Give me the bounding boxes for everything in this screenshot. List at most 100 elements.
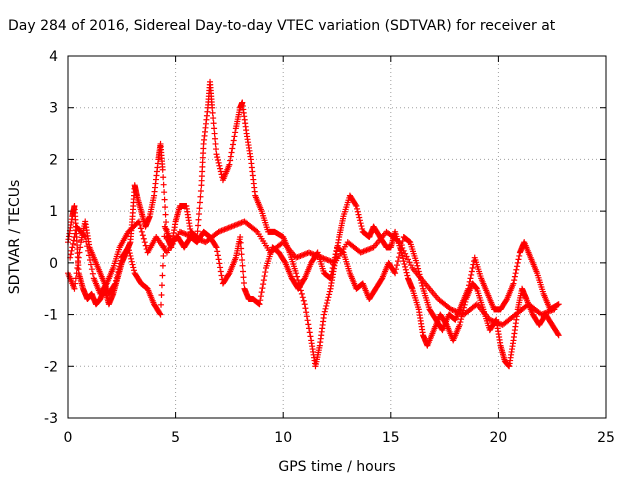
data-point-marker — [458, 316, 465, 323]
data-point-marker — [354, 205, 361, 212]
data-point-marker — [70, 240, 77, 247]
data-point-marker — [85, 247, 92, 254]
data-point-marker — [323, 302, 330, 309]
data-point-marker — [511, 273, 518, 280]
data-point-marker — [214, 248, 221, 255]
data-point-marker — [70, 237, 77, 244]
data-point-marker — [356, 217, 363, 224]
data-point-marker — [468, 271, 475, 278]
data-point-marker — [321, 308, 328, 315]
data-point-marker — [465, 282, 472, 289]
data-point-marker — [159, 272, 166, 279]
data-point-marker — [210, 115, 217, 122]
data-point-marker — [305, 321, 312, 328]
data-point-marker — [210, 120, 217, 127]
data-point-marker — [218, 272, 225, 279]
data-point-marker — [82, 234, 89, 240]
data-point-marker — [158, 292, 165, 299]
data-point-marker — [209, 109, 216, 116]
data-point-marker — [293, 270, 300, 277]
data-point-marker — [160, 181, 167, 188]
data-point-marker — [75, 259, 82, 266]
data-point-marker — [74, 265, 81, 272]
data-point-marker — [128, 258, 135, 265]
data-point-marker — [136, 218, 143, 225]
data-point-marker — [294, 273, 301, 280]
data-points — [65, 78, 562, 370]
data-point-marker — [300, 297, 307, 304]
data-point-marker — [118, 257, 125, 264]
data-point-marker — [554, 331, 561, 338]
data-point-marker — [209, 104, 216, 111]
x-tick-label: 5 — [171, 430, 180, 446]
data-point-marker — [136, 221, 143, 228]
plot-frame — [67, 55, 607, 419]
data-point-marker — [326, 288, 333, 295]
data-point-marker — [394, 258, 401, 265]
data-point-marker — [77, 244, 84, 251]
data-point-marker — [112, 280, 119, 287]
data-point-marker — [229, 141, 236, 148]
data-point-marker — [396, 250, 403, 257]
data-point-marker — [415, 265, 422, 272]
data-point-marker — [213, 146, 220, 153]
data-point-marker — [240, 279, 247, 286]
y-tick-label: -1 — [44, 308, 58, 324]
data-point-marker — [84, 243, 91, 250]
data-point-marker — [162, 211, 169, 218]
data-point-marker — [323, 300, 330, 307]
data-point-marker — [86, 252, 93, 259]
data-point-marker — [514, 263, 521, 270]
data-point-marker — [196, 205, 203, 212]
data-point-marker — [157, 311, 164, 318]
data-point-marker — [128, 255, 135, 262]
data-point-marker — [76, 249, 83, 256]
data-point-marker — [302, 305, 309, 312]
data-point-marker — [158, 282, 165, 289]
data-point-marker — [160, 174, 167, 181]
data-point-marker — [326, 291, 333, 298]
data-point-marker — [256, 301, 263, 308]
x-tick-label: 0 — [64, 430, 73, 446]
data-point-marker — [304, 317, 311, 324]
data-point-marker — [163, 219, 170, 226]
data-point-marker — [139, 232, 146, 239]
data-point-marker — [113, 274, 120, 281]
data-point-marker — [324, 297, 331, 304]
data-point-marker — [214, 157, 221, 164]
data-point-marker — [141, 239, 148, 246]
data-point-marker — [215, 159, 222, 166]
data-point-marker — [515, 256, 522, 263]
x-tick-label: 20 — [489, 430, 507, 446]
data-point-marker — [354, 208, 361, 215]
y-tick-label: -2 — [44, 359, 58, 375]
data-point-marker — [358, 223, 365, 230]
data-point-marker — [260, 281, 267, 288]
data-point-marker — [212, 135, 219, 142]
tick-labels: 0 5 10 15 20 25 -3 -2 -1 0 1 2 3 4 — [44, 49, 615, 446]
data-point-marker — [514, 259, 521, 266]
data-point-marker — [257, 293, 264, 300]
data-point-marker — [259, 285, 266, 292]
data-point-marker — [306, 329, 313, 336]
data-point-marker — [73, 270, 80, 277]
data-point-marker — [352, 201, 359, 208]
data-point-marker — [258, 289, 265, 296]
data-point-marker — [67, 251, 74, 258]
data-point-marker — [75, 254, 82, 261]
data-point-marker — [216, 162, 223, 169]
data-point-marker — [328, 271, 335, 278]
data-point-marker — [329, 265, 336, 272]
data-point-marker — [511, 277, 518, 284]
data-point-marker — [111, 281, 118, 288]
data-point-marker — [116, 263, 123, 270]
data-point-marker — [162, 204, 169, 211]
data-point-marker — [115, 269, 122, 276]
data-point-marker — [401, 261, 408, 268]
data-point-marker — [257, 297, 264, 304]
data-point-marker — [212, 243, 219, 250]
data-point-marker — [465, 285, 472, 292]
data-point-marker — [555, 332, 562, 339]
data-point-marker — [71, 285, 78, 292]
data-point-marker — [211, 125, 218, 132]
